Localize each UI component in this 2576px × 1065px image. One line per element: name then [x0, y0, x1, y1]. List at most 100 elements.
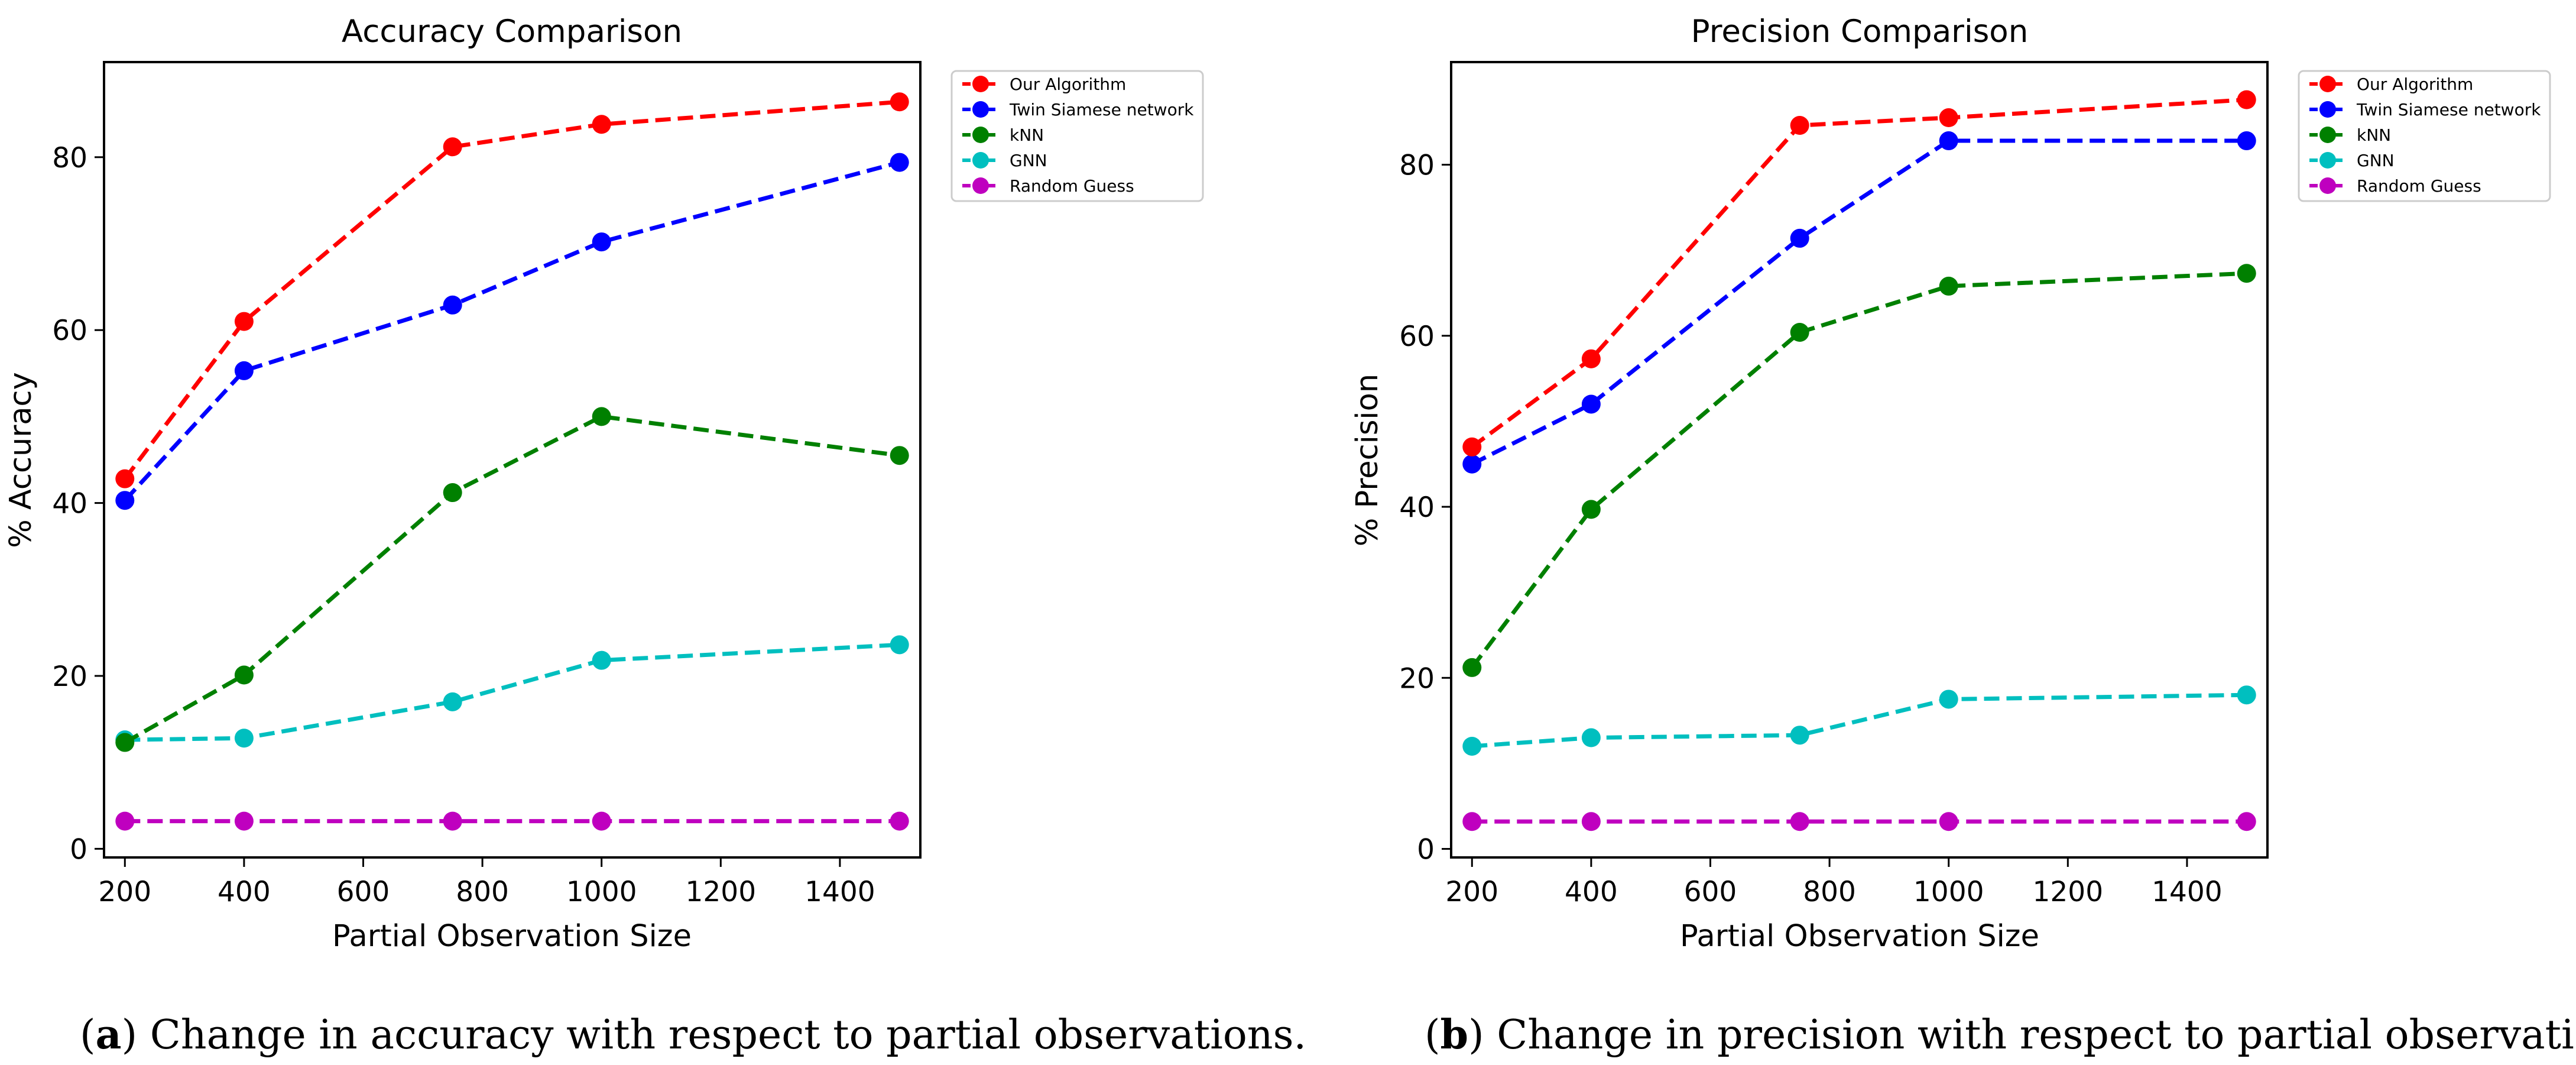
data-point — [115, 491, 135, 510]
series-random-guess — [115, 811, 909, 831]
data-point — [1790, 228, 1809, 248]
x-tick-label: 1000 — [566, 876, 637, 908]
series-line-twin-siamese-network — [1471, 138, 2247, 466]
legend-swatch-marker — [2319, 76, 2336, 92]
data-point — [1790, 726, 1809, 745]
series-knn — [115, 407, 909, 752]
data-point — [2237, 131, 2256, 151]
legend-swatch-marker — [2319, 127, 2336, 143]
data-point — [890, 811, 909, 831]
y-tick-label: 60 — [52, 315, 87, 347]
data-point — [1581, 500, 1601, 519]
series-twin-siamese-network — [1462, 131, 2256, 474]
y-tick-label: 20 — [52, 661, 87, 693]
legend-item-twin-siamese-network: Twin Siamese network — [2309, 100, 2541, 119]
data-point — [890, 153, 909, 172]
data-point — [443, 295, 462, 315]
legend-label: Random Guess — [1010, 176, 1134, 196]
legend-swatch-marker — [972, 152, 989, 169]
series-our-algorithm — [115, 92, 909, 488]
data-point — [592, 115, 611, 134]
legend: Our Algorithm Twin Siamese network kNN GNN R… — [950, 70, 1204, 202]
data-point — [1939, 812, 1958, 831]
data-point — [1790, 812, 1809, 831]
legend-label: GNN — [2357, 151, 2395, 170]
x-tick-label: 400 — [1565, 876, 1618, 908]
data-point — [1939, 131, 1958, 151]
legend-swatch-marker — [972, 76, 989, 92]
data-point — [115, 811, 135, 831]
data-point — [1581, 728, 1601, 747]
precision-chart-panel: Precision Comparison 200 400 600 800 1000 120… — [1350, 14, 2551, 954]
legend-label: GNN — [1010, 151, 1047, 170]
data-point — [115, 733, 135, 752]
legend-item-random-guess: Random Guess — [962, 176, 1134, 196]
legend-swatch-marker — [972, 101, 989, 118]
data-point — [234, 811, 254, 831]
series-random-guess — [1462, 812, 2256, 831]
legend-item-our-algorithm: Our Algorithm — [962, 75, 1126, 94]
series-knn — [1462, 264, 2256, 677]
caption-b: (b) Change in precision with respect to … — [1425, 1011, 2576, 1058]
legend-frame — [950, 70, 1204, 202]
data-point — [1462, 454, 1482, 474]
caption-b-text: Change in precision with respect to part… — [1497, 1012, 2576, 1058]
data-point — [234, 729, 254, 748]
legend-label: Twin Siamese network — [2356, 100, 2541, 119]
legend-label: kNN — [2357, 125, 2391, 145]
caption-a: (a) Change in accuracy with respect to p… — [80, 1011, 1306, 1058]
legend-item-knn: kNN — [2309, 125, 2391, 145]
legend-label: Our Algorithm — [1010, 75, 1126, 94]
data-point — [2237, 264, 2256, 283]
y-tick-label: 80 — [52, 142, 87, 174]
data-point — [234, 361, 254, 380]
x-tick-label: 400 — [218, 876, 271, 908]
data-point — [1462, 437, 1482, 457]
legend-swatch-marker — [972, 127, 989, 143]
data-point — [2237, 812, 2256, 831]
x-axis-label: Partial Observation Size — [1680, 919, 2039, 954]
axis-ticks: 200 400 600 800 1000 1200 1400 0 20 40 60 80 — [52, 142, 875, 908]
data-point — [1581, 349, 1601, 368]
y-tick-label: 0 — [70, 833, 87, 866]
y-tick-label: 0 — [1417, 834, 1435, 866]
data-point — [1790, 116, 1809, 135]
legend-label: Our Algorithm — [2357, 75, 2473, 94]
data-point — [1939, 108, 1958, 128]
legend-item-knn: kNN — [962, 125, 1044, 145]
caption-a-text: Change in accuracy with respect to parti… — [150, 1012, 1306, 1058]
series-gnn — [1462, 685, 2256, 756]
data-point — [443, 811, 462, 831]
series-line-our-algorithm — [123, 99, 900, 480]
chart-title: Precision Comparison — [1691, 14, 2029, 50]
legend-item-twin-siamese-network: Twin Siamese network — [962, 100, 1194, 119]
series-our-algorithm — [1462, 90, 2256, 457]
y-tick-label: 80 — [1399, 150, 1435, 182]
data-point — [234, 312, 254, 331]
legend-label: kNN — [1010, 125, 1044, 145]
x-tick-label: 1200 — [2032, 876, 2103, 908]
data-point — [1581, 812, 1601, 831]
accuracy-chart-panel: Accuracy Comparison 200 400 600 800 1000 1200… — [4, 14, 1204, 954]
y-axis-label: % Accuracy — [4, 372, 38, 548]
legend-swatch-marker — [2319, 101, 2336, 118]
x-tick-label: 200 — [1445, 876, 1498, 908]
legend-item-our-algorithm: Our Algorithm — [2309, 75, 2473, 94]
legend-item-gnn: GNN — [2309, 151, 2395, 170]
data-point — [1462, 658, 1482, 677]
y-axis-label: % Precision — [1350, 374, 1385, 546]
caption-a-label: a — [96, 1011, 122, 1058]
plot-frame — [1450, 61, 2269, 859]
legend: Our Algorithm Twin Siamese network kNN GNN R… — [2298, 70, 2551, 202]
x-axis-label: Partial Observation Size — [332, 919, 692, 954]
x-tick-label: 800 — [1803, 876, 1856, 908]
legend-swatch-marker — [2319, 177, 2336, 194]
x-tick-label: 600 — [1684, 876, 1737, 908]
legend-label: Twin Siamese network — [1009, 100, 1194, 119]
data-point — [890, 635, 909, 655]
legend-frame — [2298, 70, 2551, 202]
data-point — [592, 650, 611, 670]
data-point — [592, 811, 611, 831]
axis-ticks: 200 400 600 800 1000 1200 1400 0 20 40 60 80 — [1399, 150, 2223, 908]
data-point — [592, 407, 611, 426]
